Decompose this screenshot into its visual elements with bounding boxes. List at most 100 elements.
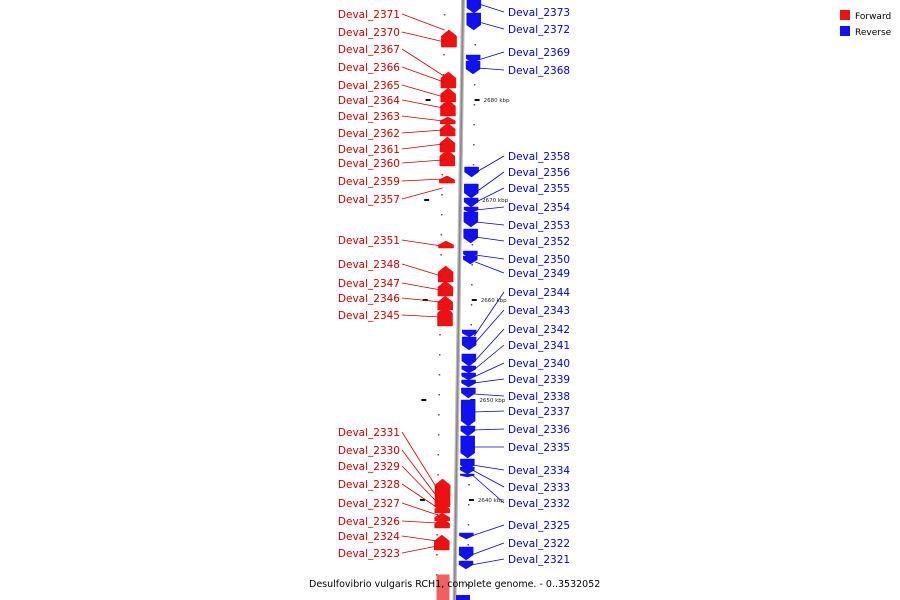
reverse-gene-label: Deval_2355 (508, 183, 570, 195)
reverse-gene-pointer (470, 558, 505, 566)
forward-gene-label: Deval_2361 (338, 144, 400, 156)
forward-gene-pointer (401, 143, 444, 150)
forward-gene-pointer (401, 66, 444, 83)
reverse-gene-label: Deval_2344 (508, 287, 570, 299)
scale-tick (470, 304, 473, 306)
reverse-gene-pointer (471, 474, 505, 504)
reverse-gene-label: Deval_2369 (508, 47, 570, 59)
reverse-gene-pointer (475, 236, 505, 242)
forward-gene-pointer (401, 84, 444, 98)
reverse-gene-label: Deval_2356 (508, 167, 570, 179)
forward-gene-label: Deval_2329 (338, 461, 400, 473)
forward-gene-pointer (401, 239, 442, 247)
reverse-gene-label: Deval_2340 (508, 358, 570, 370)
reverse-gene-feature (461, 387, 476, 399)
forward-gene-label: Deval_2362 (338, 128, 400, 140)
forward-gene-feature (437, 306, 453, 327)
scale-major-tick (419, 499, 425, 501)
forward-gene-label: Deval_2347 (338, 278, 400, 290)
scale-tick (436, 554, 438, 556)
scale-tick (441, 194, 443, 196)
reverse-gene-label: Deval_2372 (508, 24, 570, 36)
scale-tick (437, 474, 439, 476)
forward-gene-label: Deval_2328 (338, 479, 400, 491)
scale-tick (468, 504, 470, 506)
reverse-gene-pointer (473, 378, 505, 384)
scale-tick (471, 264, 473, 266)
forward-gene-pointer (401, 465, 439, 504)
scale-major-tick (471, 299, 477, 301)
reverse-gene-pointer (471, 524, 505, 537)
scale-tick (466, 584, 469, 586)
reverse-gene-feature (456, 595, 470, 600)
forward-gene-pointer (401, 431, 439, 491)
reverse-gene-pointer (473, 410, 505, 413)
forward-gene-feature (436, 574, 450, 600)
forward-gene-label: Deval_2327 (338, 498, 400, 510)
scale-major-tick (474, 99, 480, 101)
genome-caption: Desulfovibrio vulgaris RCH1, complete ge… (309, 579, 600, 590)
forward-gene-label: Deval_2360 (338, 158, 400, 170)
forward-gene-pointer (401, 297, 441, 303)
scale-tick (474, 44, 477, 46)
forward-gene-pointer (401, 483, 439, 509)
genome-backbone (453, 0, 464, 600)
reverse-gene-pointer (473, 328, 505, 363)
reverse-gene-pointer (473, 362, 505, 378)
legend-swatch-forward (840, 10, 850, 20)
reverse-gene-feature (461, 336, 477, 351)
legend-label-reverse: Reverse (855, 28, 892, 38)
reverse-gene-feature (466, 0, 482, 14)
reverse-gene-feature (460, 473, 475, 478)
forward-gene-label: Deval_2371 (338, 9, 400, 21)
backbone-layer: 2680 kbp 2670 kbp 2660 kbp 2650 kbp 2640 kbp (419, 0, 510, 600)
reverse-gene-feature (463, 255, 478, 265)
reverse-gene-label: Deval_2352 (508, 236, 570, 248)
forward-gene-label: Deval_2351 (338, 235, 400, 247)
scale-label: 2660 kbp (481, 298, 507, 304)
forward-gene-label: Deval_2370 (338, 27, 400, 39)
scale-tick (471, 244, 474, 246)
scale-tick (443, 14, 446, 16)
reverse-gene-pointer (472, 464, 505, 471)
reverse-gene-pointer (473, 309, 505, 345)
forward-gene-pointer (401, 31, 445, 43)
forward-gene-pointer (401, 129, 444, 134)
forward-gene-label: Deval_2348 (338, 259, 400, 271)
reverse-gene-label: Deval_2334 (508, 465, 570, 477)
scale-tick (473, 124, 475, 126)
reverse-gene-feature (463, 206, 479, 214)
forward-gene-label: Deval_2345 (338, 310, 400, 322)
scale-tick (441, 174, 444, 176)
reverse-gene-feature (462, 329, 477, 338)
forward-gene-pointer (401, 545, 438, 554)
reverse-gene-feature (458, 560, 474, 570)
scale-tick (440, 234, 443, 236)
reverse-gene-feature (464, 166, 479, 178)
reverse-gene-feature (460, 435, 475, 459)
scale-tick (470, 324, 473, 326)
reverse-gene-label: Deval_2332 (508, 498, 570, 510)
reverse-gene-pointer (475, 221, 505, 226)
reverse-gene-pointer (475, 206, 505, 211)
forward-gene-label: Deval_2330 (338, 445, 400, 457)
reverse-gene-label: Deval_2368 (508, 65, 570, 77)
forward-gene-pointer (401, 115, 444, 122)
scale-tick (438, 374, 441, 376)
scale-major-tick (425, 99, 431, 101)
reverse-gene-feature (459, 532, 474, 540)
label-layer: Deval_2371 Deval_2370 Deval_2367 Deval_2366… (338, 3, 570, 566)
forward-gene-pointer (401, 178, 443, 182)
scale-tick (473, 104, 476, 106)
forward-gene-feature (439, 136, 456, 153)
legend-label-forward: Forward (855, 12, 891, 22)
scale-tick (438, 414, 440, 416)
reverse-gene-label: Deval_2335 (508, 442, 570, 454)
forward-gene-feature (440, 99, 456, 117)
forward-gene-pointer (401, 535, 438, 542)
reverse-gene-feature (463, 197, 479, 208)
reverse-gene-feature (461, 372, 476, 381)
forward-gene-feature (439, 175, 455, 184)
forward-gene-pointer (401, 520, 438, 524)
